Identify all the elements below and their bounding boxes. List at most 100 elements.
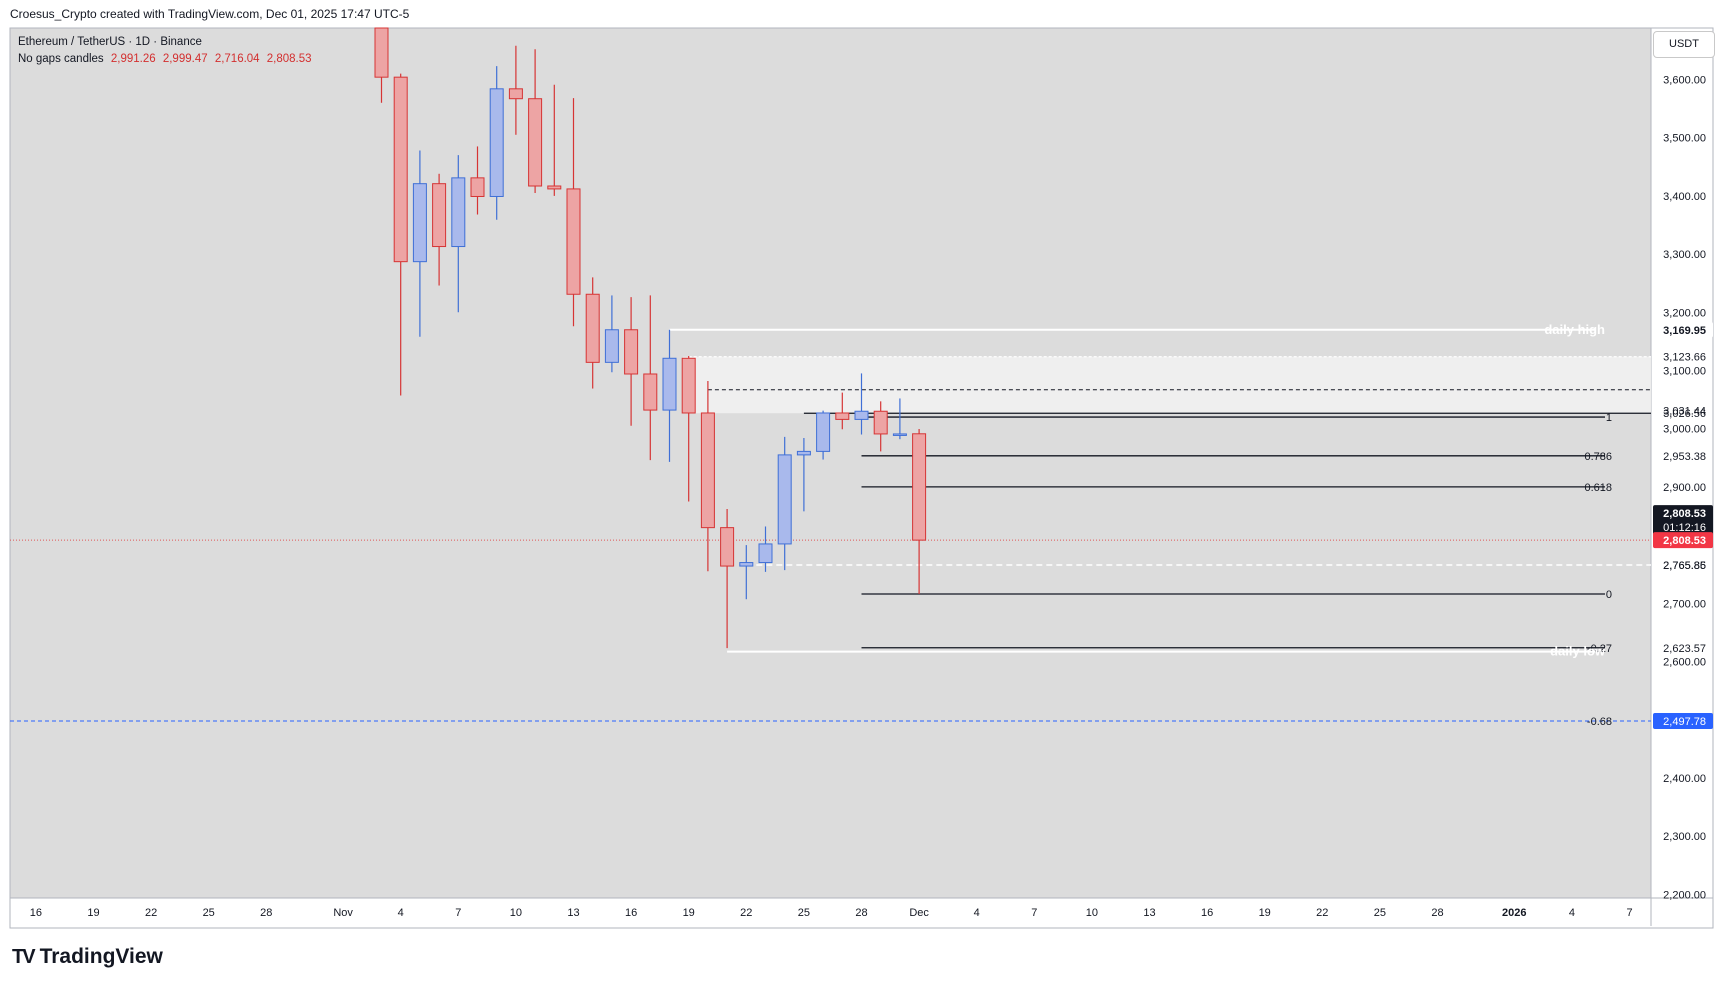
price-tick-label: 2,600.00 — [1663, 657, 1706, 669]
price-tick-label: 3,100.00 — [1663, 366, 1706, 378]
time-tick-label: 2026 — [1502, 907, 1526, 919]
time-tick-label: 25 — [1374, 907, 1386, 919]
time-tick-label: 7 — [455, 907, 461, 919]
time-tick-label: 10 — [510, 907, 522, 919]
plot-area — [10, 28, 1651, 898]
candle — [816, 412, 831, 452]
time-tick-label: 16 — [30, 907, 42, 919]
chart-style-label: No gaps candles — [18, 53, 104, 65]
candle — [412, 183, 427, 263]
time-tick-label: 28 — [1431, 907, 1443, 919]
time-tick-label: 28 — [260, 907, 272, 919]
chart-frame — [9, 27, 1714, 929]
time-tick-label: 19 — [683, 907, 695, 919]
candle — [892, 433, 907, 436]
level-price-tag: 2,623.57 — [1663, 643, 1706, 655]
current-price-tag: 2,808.53 — [1663, 535, 1706, 547]
fib-label: 0.618 — [1584, 482, 1612, 494]
ohlc-high: 2,999.47 — [162, 53, 208, 65]
time-tick-label: 22 — [1316, 907, 1328, 919]
ohlc-open: 2,991.26 — [110, 53, 156, 65]
candle — [796, 450, 811, 456]
brand-name: TradingView — [39, 945, 163, 968]
time-tick-label: 13 — [567, 907, 579, 919]
fib-label: 1 — [1606, 412, 1612, 424]
time-tick-label: 4 — [398, 907, 404, 919]
top-bar: Croesus_Crypto created with TradingView.… — [0, 0, 1723, 28]
time-tick-label: 22 — [145, 907, 157, 919]
ohlc-close: 2,808.53 — [266, 53, 312, 65]
ohlc-row: No gaps candles 2,991.26 2,999.47 2,716.… — [18, 51, 312, 68]
current-price-black-tag: 2,808.53 — [1663, 508, 1706, 520]
price-tick-label: 2,200.00 — [1663, 889, 1706, 901]
ohlc-low: 2,716.04 — [214, 53, 260, 65]
time-tick-label: 4 — [1569, 907, 1575, 919]
level-label: daily high — [1544, 322, 1605, 337]
symbol-title: Ethereum / TetherUS · 1D · Binance — [18, 36, 202, 48]
symbol-legend[interactable]: Ethereum / TetherUS · 1D · Binance No ga… — [18, 34, 312, 68]
price-tick-label: 3,300.00 — [1663, 249, 1706, 261]
time-tick-label: 28 — [855, 907, 867, 919]
time-axis-panel — [10, 898, 1651, 926]
time-tick-label: Nov — [333, 907, 353, 919]
time-tick-label: 25 — [203, 907, 215, 919]
time-tick-label: 16 — [625, 907, 637, 919]
level-price-tag-bg — [1653, 321, 1713, 338]
supply-zone — [682, 356, 1651, 414]
candle — [508, 88, 523, 100]
time-tick-label: 13 — [1143, 907, 1155, 919]
level-price-tag: 3,169.95 — [1663, 325, 1706, 337]
level-price-tag: 2,765.85 — [1663, 560, 1706, 572]
candle — [720, 527, 735, 567]
candle — [643, 373, 658, 411]
time-tick-label: 7 — [1626, 907, 1632, 919]
tradingview-logo-icon: TV — [12, 945, 36, 968]
fib-label: 0 — [1606, 589, 1612, 601]
candle — [835, 412, 850, 420]
candle — [566, 188, 581, 295]
level-label: daily low — [1550, 644, 1606, 659]
bar-countdown: 01:12:16 — [1663, 522, 1706, 534]
price-tick-label: 3,500.00 — [1663, 133, 1706, 145]
time-tick-label: 10 — [1086, 907, 1098, 919]
level-price-tag: 2,953.38 — [1663, 451, 1706, 463]
time-tick-label: 19 — [87, 907, 99, 919]
time-tick-label: 22 — [740, 907, 752, 919]
time-tick-label: Dec — [909, 907, 929, 919]
currency-button[interactable]: USDT — [1653, 31, 1715, 58]
time-tick-label: 4 — [974, 907, 980, 919]
candle — [470, 177, 485, 197]
countdown-bg — [1653, 505, 1713, 536]
level-price-tag-bg — [1653, 712, 1713, 729]
candle — [528, 98, 543, 187]
time-tick-label: 19 — [1259, 907, 1271, 919]
candle — [432, 183, 447, 248]
price-axis-panel — [1651, 28, 1713, 928]
fib-label: -0.68 — [1587, 716, 1612, 728]
level-price-tag: 3,123.66 — [1663, 352, 1706, 364]
price-tick-label: 3,200.00 — [1663, 307, 1706, 319]
candle — [624, 329, 639, 375]
brand[interactable]: TV TradingView — [12, 942, 163, 972]
level-price-tag: 3,031.44 — [1663, 405, 1706, 417]
level-price-tag: 2,497.78 — [1663, 716, 1706, 728]
chart-credit: Croesus_Crypto created with TradingView.… — [10, 7, 410, 21]
price-tick-label: 3,400.00 — [1663, 191, 1706, 203]
candle — [393, 76, 408, 263]
fib-label: 0.786 — [1584, 451, 1612, 463]
candle — [777, 454, 792, 545]
level-price-tag: 2,765.86 — [1663, 560, 1706, 572]
candle — [662, 357, 677, 411]
candle — [854, 410, 869, 420]
candle — [912, 433, 927, 541]
time-tick-label: 7 — [1031, 907, 1037, 919]
price-tick-label: 2,700.00 — [1663, 598, 1706, 610]
candle — [739, 562, 754, 567]
time-tick-label: 25 — [798, 907, 810, 919]
price-tick-label: 2,400.00 — [1663, 773, 1706, 785]
candle — [873, 410, 888, 435]
candle — [585, 293, 600, 363]
candle — [700, 412, 715, 529]
candle — [451, 177, 466, 248]
